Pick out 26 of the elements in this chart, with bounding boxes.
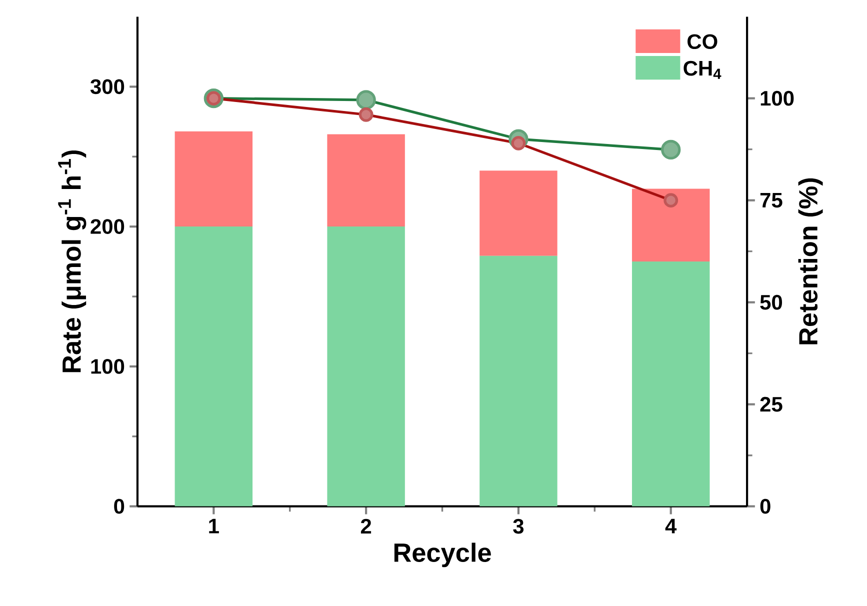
x-tick-label: 3: [513, 519, 524, 534]
x-tick-label: 1: [209, 519, 219, 534]
x-tick-label: 4: [665, 519, 677, 534]
y-tick-label: 0: [114, 499, 124, 514]
bar: [480, 170, 558, 256]
y2-axis-title: Retention (%): [798, 178, 823, 344]
bar: [174, 226, 253, 507]
y2-tick-label: 75: [760, 193, 782, 208]
bar: [632, 188, 710, 262]
y-tick-label: 100: [91, 359, 124, 374]
y2-tick-label: 25: [760, 397, 782, 412]
legend-label: CO: [688, 34, 718, 50]
bar: [327, 134, 405, 227]
y-tick-label: 200: [90, 219, 124, 234]
bar: [327, 226, 405, 507]
y-axis-title: Rate (μmol g$^{-1}$ h$^{-1}$): [58, 150, 86, 372]
bar: [632, 262, 710, 507]
bar: [480, 256, 558, 507]
y2-tick-label: 0: [760, 499, 770, 514]
bar: [174, 132, 253, 227]
y-tick-label: 300: [90, 79, 124, 94]
x-axis-title: Recycle: [394, 542, 491, 568]
x-tick-label: 2: [360, 519, 372, 534]
y2-tick-label: 50: [760, 295, 782, 310]
y2-tick-label: 100: [760, 91, 794, 106]
legend-label: CH$_{4}$: [684, 61, 722, 80]
